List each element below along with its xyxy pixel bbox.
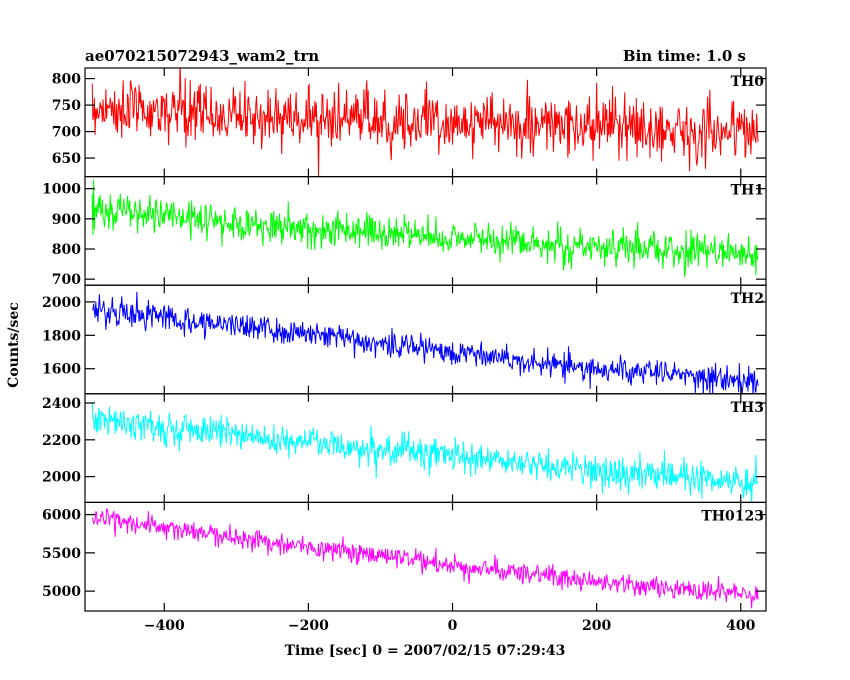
panel-th1: 700 800 900 1000 TH1 bbox=[42, 176, 767, 288]
x-tick-label: 0 bbox=[448, 618, 458, 634]
y-tick-label: 1800 bbox=[42, 328, 81, 344]
panel-label: TH0123 bbox=[701, 508, 764, 524]
x-axis-label: Time [sec] 0 = 2007/02/15 07:29:43 bbox=[285, 643, 566, 659]
y-tick-label: 6000 bbox=[42, 508, 81, 524]
panel-th0123: 5000 5500 6000 TH0123 bbox=[42, 501, 767, 612]
panel-frame bbox=[84, 501, 767, 612]
y-tick-label: 800 bbox=[52, 72, 81, 88]
x-tick-label: −200 bbox=[288, 618, 329, 634]
y-tick-label: 800 bbox=[52, 242, 81, 258]
y-tick-label: 1000 bbox=[42, 182, 81, 198]
y-tick-label: 700 bbox=[52, 125, 81, 141]
y-tick-label: 750 bbox=[52, 98, 81, 114]
panel-th2: 1600 1800 2000 TH2 bbox=[42, 284, 767, 395]
series-th3 bbox=[91, 402, 759, 503]
y-axis-label: Counts/sec bbox=[6, 302, 22, 388]
panel-th0: 650 700 750 800 TH0 bbox=[52, 67, 767, 178]
y-tick-label: 900 bbox=[52, 212, 81, 228]
panel-th3: 2000 2200 2400 TH3 bbox=[42, 393, 767, 503]
panel-label: TH1 bbox=[731, 183, 764, 199]
bin-time-label: Bin time: 1.0 s bbox=[623, 47, 746, 65]
series-th0123 bbox=[91, 508, 759, 609]
y-tick-label: 2000 bbox=[42, 295, 81, 311]
series-th1 bbox=[91, 179, 759, 278]
y-tick-label: 1600 bbox=[42, 362, 81, 378]
series-th2 bbox=[92, 291, 759, 394]
panel-label: TH3 bbox=[731, 400, 764, 416]
x-axis-ticks: −400 −200 0 200 400 bbox=[144, 618, 756, 634]
panel-label: TH2 bbox=[731, 291, 764, 307]
x-tick-label: −400 bbox=[144, 618, 185, 634]
y-tick-label: 700 bbox=[52, 272, 81, 288]
y-tick-label: 2000 bbox=[42, 470, 81, 486]
y-tick-label: 5000 bbox=[42, 584, 81, 600]
y-tick-label: 650 bbox=[52, 151, 81, 167]
x-tick-label: 200 bbox=[582, 618, 611, 634]
chart-title: ae070215072943_wam2_trn bbox=[85, 47, 319, 65]
y-tick-label: 2200 bbox=[42, 433, 81, 449]
panel-label: TH0 bbox=[731, 74, 765, 90]
series-th0 bbox=[91, 68, 759, 177]
y-tick-label: 2400 bbox=[42, 396, 81, 412]
panel-frame bbox=[84, 176, 767, 286]
x-tick-label: 400 bbox=[726, 618, 755, 634]
y-tick-label: 5500 bbox=[42, 546, 81, 562]
panels: 650 700 750 800 TH0 700 800 900 1000 TH1 1600 1800 2… bbox=[42, 67, 767, 612]
